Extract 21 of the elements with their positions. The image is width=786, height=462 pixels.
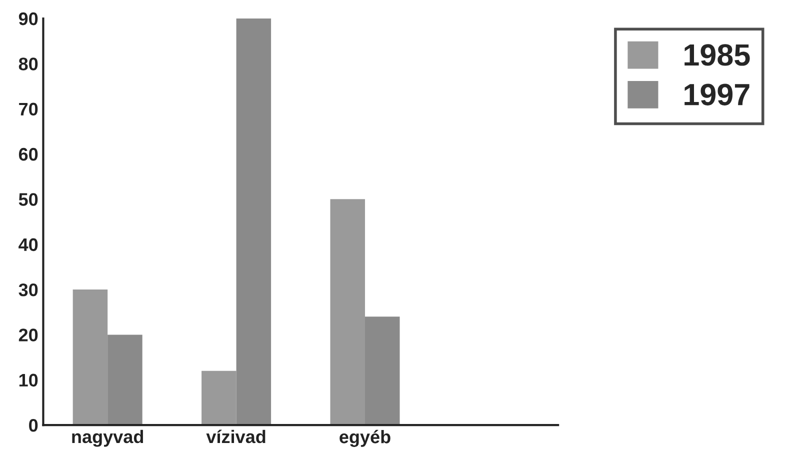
y-tick-label: 90 bbox=[18, 12, 38, 26]
x-tick-label: vízivad bbox=[206, 430, 266, 444]
y-tick-label: 0 bbox=[29, 418, 38, 432]
bar bbox=[72, 290, 108, 426]
y-tick-label: 30 bbox=[18, 283, 38, 296]
x-tick-label: egyéb bbox=[340, 430, 390, 447]
y-tick-label: 40 bbox=[18, 238, 38, 252]
bar bbox=[365, 316, 400, 426]
legend-label: 1985 bbox=[684, 44, 750, 66]
legend-label: 1997 bbox=[684, 84, 750, 106]
y-tick-label: 10 bbox=[19, 374, 38, 387]
bar bbox=[330, 199, 365, 426]
y-tick-label: 60 bbox=[18, 148, 38, 161]
bar bbox=[108, 334, 142, 426]
bar bbox=[202, 370, 236, 426]
bar bbox=[236, 18, 272, 426]
y-tick-label: 20 bbox=[18, 328, 38, 342]
y-tick-label: 80 bbox=[18, 58, 38, 70]
y-tick-label: 50 bbox=[18, 193, 38, 206]
y-tick-label: 70 bbox=[19, 102, 38, 116]
x-tick-label: nagyvad bbox=[72, 430, 144, 447]
